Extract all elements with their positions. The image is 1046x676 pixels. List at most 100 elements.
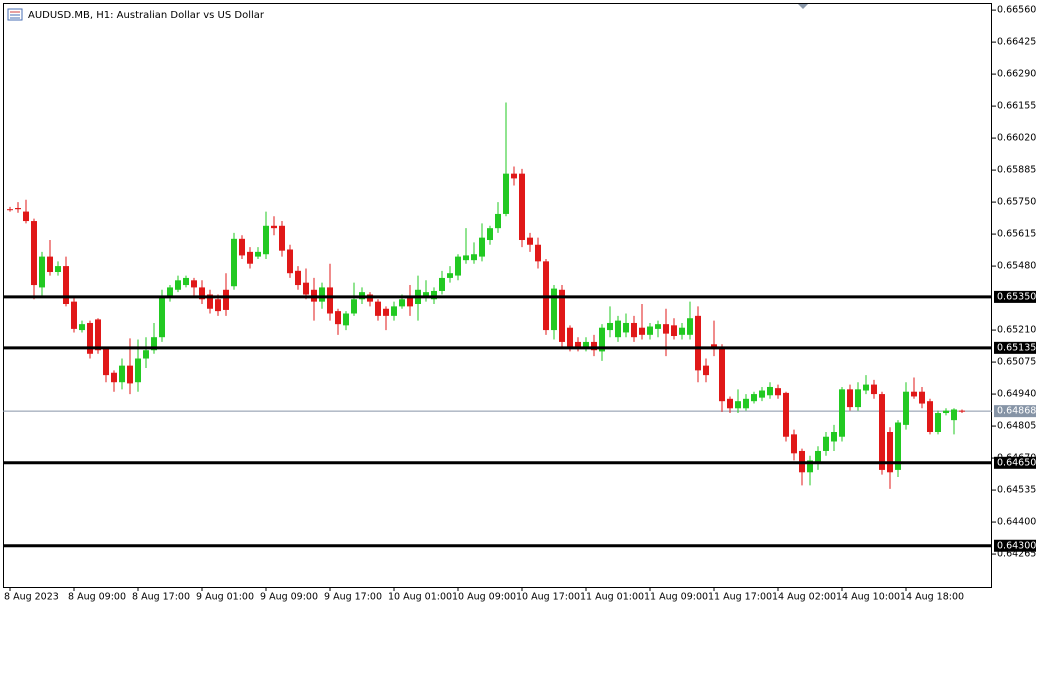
candle-body xyxy=(199,287,205,300)
candle-body xyxy=(871,384,877,395)
x-tick-label: 11 Aug 01:00 xyxy=(580,592,644,603)
candle-body xyxy=(7,209,13,211)
candle-body xyxy=(655,324,661,329)
candle-body xyxy=(103,349,109,376)
x-tick-label: 8 Aug 2023 xyxy=(4,592,59,603)
candle-body xyxy=(95,319,101,351)
candle-body xyxy=(119,365,125,383)
candle-body xyxy=(327,287,333,314)
y-tick-label: 0.65075 xyxy=(997,357,1036,368)
candle-body xyxy=(455,256,461,276)
y-tick-label: 0.66020 xyxy=(997,133,1036,144)
candle-body xyxy=(127,365,133,384)
candle-body xyxy=(303,282,309,295)
candle-body xyxy=(815,450,821,463)
candle-body xyxy=(943,410,949,414)
candle-body xyxy=(391,306,397,316)
candle-body xyxy=(807,460,813,473)
candle-body xyxy=(439,277,445,291)
level-label: 0.65350 xyxy=(997,291,1036,302)
candle-body xyxy=(87,322,93,354)
last-price-box xyxy=(994,405,1036,418)
candle-body xyxy=(207,294,213,309)
candle-body xyxy=(511,173,517,179)
candle-body xyxy=(431,290,437,300)
candle-body xyxy=(423,292,429,297)
candle-body xyxy=(631,322,637,338)
y-tick-label: 0.65480 xyxy=(997,261,1036,272)
y-tick-label: 0.65210 xyxy=(997,325,1036,336)
y-tick-label: 0.64265 xyxy=(997,549,1036,560)
candle-body xyxy=(663,324,669,334)
candle-body xyxy=(559,289,565,342)
x-tick-label: 8 Aug 17:00 xyxy=(132,592,190,603)
candle-body xyxy=(183,277,189,286)
level-label: 0.64300 xyxy=(997,540,1036,551)
candle-body xyxy=(151,337,157,351)
candle-body xyxy=(39,256,45,288)
candle-body xyxy=(495,213,501,229)
x-tick-label: 10 Aug 09:00 xyxy=(452,592,516,603)
candle-body xyxy=(135,358,141,383)
candle-body xyxy=(831,431,837,442)
level-label: 0.65135 xyxy=(997,342,1036,353)
candle-body xyxy=(639,327,645,335)
candle-body xyxy=(487,228,493,241)
candle-body xyxy=(215,299,221,312)
y-tick-label: 0.65885 xyxy=(997,165,1036,176)
x-tick-label: 14 Aug 18:00 xyxy=(900,592,964,603)
candle-body xyxy=(775,388,781,396)
candle-body xyxy=(935,413,941,432)
y-tick-label: 0.66155 xyxy=(997,101,1036,112)
candle-body xyxy=(375,301,381,316)
candle-body xyxy=(143,350,149,359)
candle-body xyxy=(759,390,765,398)
candle-body xyxy=(607,322,613,331)
candle-body xyxy=(287,249,293,274)
x-tick-label: 8 Aug 09:00 xyxy=(68,592,126,603)
chart-title: AUDUSD.MB, H1: Australian Dollar vs US D… xyxy=(28,10,265,21)
candle-body xyxy=(191,280,197,288)
candle-body xyxy=(527,237,533,245)
candle-body xyxy=(335,311,341,325)
x-tick-label: 14 Aug 02:00 xyxy=(772,592,836,603)
last-price-label: 0.64868 xyxy=(997,406,1036,417)
candle-body xyxy=(351,299,357,314)
candle-body xyxy=(31,221,37,286)
candle-body xyxy=(231,238,237,287)
candle-body xyxy=(399,299,405,307)
candle-body xyxy=(79,324,85,331)
candle-body xyxy=(343,313,349,326)
candle-body xyxy=(671,325,677,337)
level-label-box xyxy=(994,290,1036,303)
candle-body xyxy=(727,398,733,409)
candle-body xyxy=(319,287,325,302)
candle-body xyxy=(679,327,685,335)
candle-body xyxy=(687,318,693,335)
y-tick-label: 0.66425 xyxy=(997,37,1036,48)
candle-body xyxy=(575,341,581,350)
candle-body xyxy=(591,341,597,351)
y-tick-label: 0.64535 xyxy=(997,485,1036,496)
candle-body xyxy=(479,237,485,257)
candle-body xyxy=(407,296,413,307)
candle-body xyxy=(735,401,741,409)
candle-body xyxy=(255,251,261,257)
candle-body xyxy=(111,372,117,383)
candle-body xyxy=(567,327,573,347)
candle-body xyxy=(23,211,29,222)
candle-body xyxy=(703,365,709,376)
candle-body xyxy=(911,391,917,397)
x-tick-label: 10 Aug 01:00 xyxy=(388,592,452,603)
candle-body xyxy=(159,296,165,338)
y-tick-label: 0.64805 xyxy=(997,421,1036,432)
level-label-box xyxy=(994,539,1036,552)
y-tick-label: 0.65615 xyxy=(997,229,1036,240)
candle-body xyxy=(855,389,861,408)
candle-body xyxy=(623,322,629,333)
x-tick-label: 10 Aug 17:00 xyxy=(516,592,580,603)
level-label: 0.64650 xyxy=(997,457,1036,468)
x-tick-label: 11 Aug 09:00 xyxy=(644,592,708,603)
candle-body xyxy=(895,422,901,470)
candle-body xyxy=(879,394,885,470)
